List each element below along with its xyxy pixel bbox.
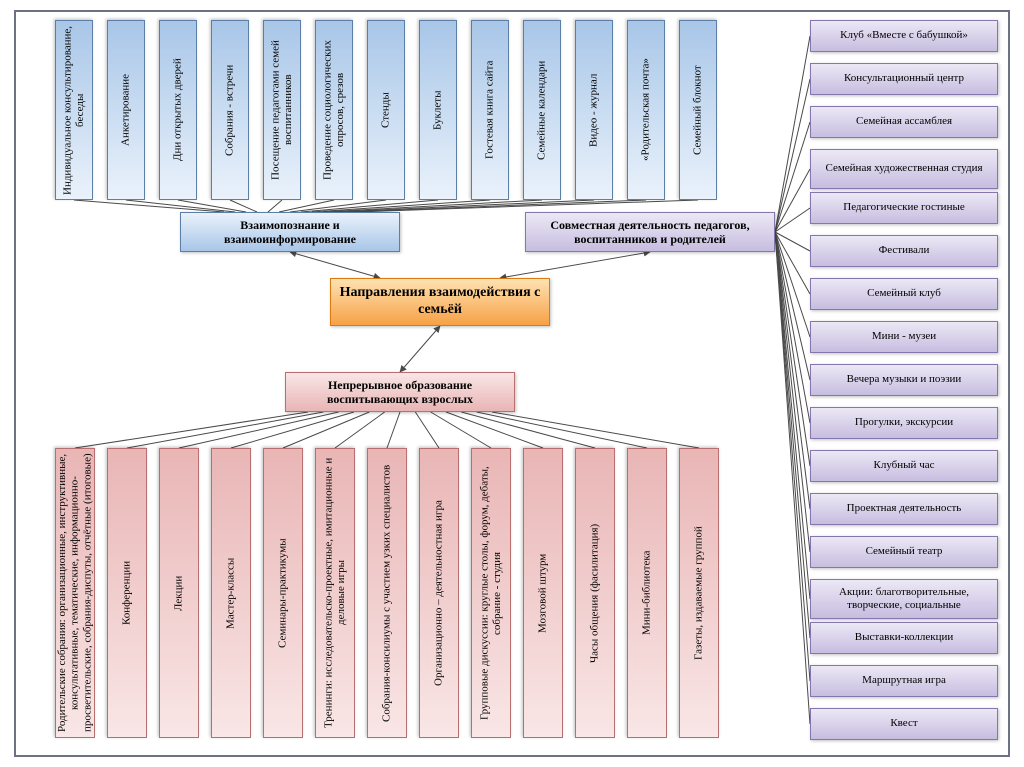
top-item-0: Индивидуальное консультирование, беседы — [55, 20, 93, 200]
bottom-item-6: Собрания-консилиумы с участием узких спе… — [367, 448, 407, 738]
right-item-6: Семейный клуб — [810, 278, 998, 310]
top-item-9: Семейные календари — [523, 20, 561, 200]
bottom-item-2: Лекции — [159, 448, 199, 738]
bottom-item-10: Часы общения (фасилитация) — [575, 448, 615, 738]
hub-purple: Совместная деятельность педагогов, воспи… — [525, 212, 775, 252]
top-item-12: Семейный блокнот — [679, 20, 717, 200]
bottom-item-4: Семинары-практикумы — [263, 448, 303, 738]
top-item-4: Посещение педагогами семей воспитанников — [263, 20, 301, 200]
right-item-0: Клуб «Вместе с бабушкой» — [810, 20, 998, 52]
bottom-item-11: Мини-библиотека — [627, 448, 667, 738]
right-item-14: Выставки-коллекции — [810, 622, 998, 654]
top-item-7: Буклеты — [419, 20, 457, 200]
right-item-13: Акции: благотворительные, творческие, со… — [810, 579, 998, 619]
top-item-8: Гостевая книга сайта — [471, 20, 509, 200]
bottom-item-8: Групповые дискуссии: круглые столы, фору… — [471, 448, 511, 738]
right-item-3: Семейная художественная студия — [810, 149, 998, 189]
right-item-5: Фестивали — [810, 235, 998, 267]
top-item-5: Проведение социологических опросов, срез… — [315, 20, 353, 200]
center-node: Направления взаимодействия с семьёй — [330, 278, 550, 326]
top-item-3: Собрания - встречи — [211, 20, 249, 200]
top-item-1: Анкетирование — [107, 20, 145, 200]
bottom-item-7: Организационно – деятельностная игра — [419, 448, 459, 738]
right-item-2: Семейная ассамблея — [810, 106, 998, 138]
hub-blue: Взаимопознание и взаимоинформирование — [180, 212, 400, 252]
right-item-4: Педагогические гостиные — [810, 192, 998, 224]
top-item-2: Дни открытых дверей — [159, 20, 197, 200]
right-item-8: Вечера музыки и поэзии — [810, 364, 998, 396]
top-item-10: Видео - журнал — [575, 20, 613, 200]
right-item-12: Семейный театр — [810, 536, 998, 568]
hub-pink: Непрерывное образование воспитывающих вз… — [285, 372, 515, 412]
right-item-11: Проектная деятельность — [810, 493, 998, 525]
bottom-item-0: Родительские собрания: организационные, … — [55, 448, 95, 738]
right-item-9: Прогулки, экскурсии — [810, 407, 998, 439]
bottom-item-12: Газеты, издаваемые группой — [679, 448, 719, 738]
right-item-7: Мини - музеи — [810, 321, 998, 353]
right-item-15: Маршрутная игра — [810, 665, 998, 697]
bottom-item-1: Конференции — [107, 448, 147, 738]
top-item-6: Стенды — [367, 20, 405, 200]
right-item-10: Клубный час — [810, 450, 998, 482]
top-item-11: «Родительская почта» — [627, 20, 665, 200]
bottom-item-3: Мастер-классы — [211, 448, 251, 738]
right-item-16: Квест — [810, 708, 998, 740]
right-item-1: Консультационный центр — [810, 63, 998, 95]
bottom-item-5: Тренинги: исследовательско-проектные, им… — [315, 448, 355, 738]
bottom-item-9: Мозговой штурм — [523, 448, 563, 738]
